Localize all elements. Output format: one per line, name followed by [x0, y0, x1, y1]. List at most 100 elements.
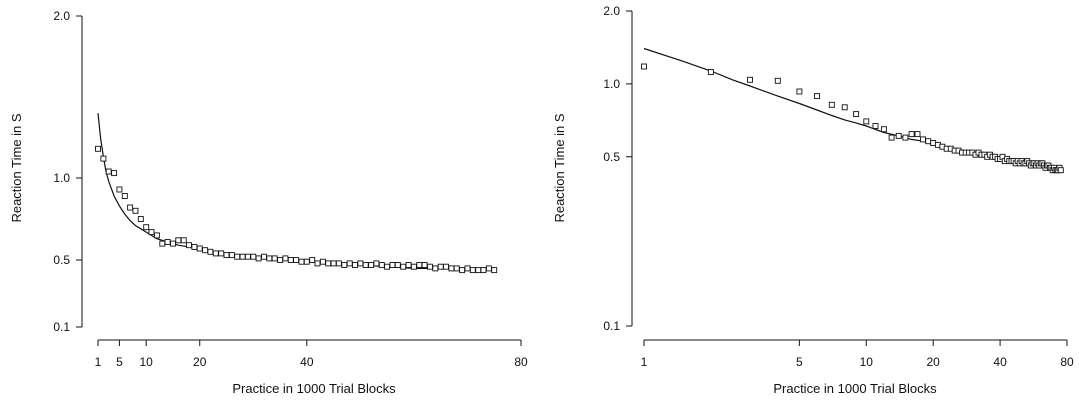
right-data-point: [880, 126, 887, 133]
left-data-point: [335, 260, 342, 267]
left-data-point: [121, 193, 128, 199]
right-y-ticks: 2.0 1.0 0.5 0.1: [603, 4, 632, 333]
right-data-point: [841, 104, 848, 111]
right-y-axis-label: Reaction Time in S: [552, 113, 567, 222]
right-x-tick-label: 40: [993, 355, 1007, 369]
left-data-point: [416, 262, 423, 268]
left-data-point: [105, 168, 112, 175]
left-data-point: [223, 252, 230, 259]
left-data-point: [314, 260, 321, 267]
left-data-point: [319, 258, 326, 265]
right-chart-panel: 2.0 1.0 0.5 0.1 1 5 10 20 40 80 Reaction Time in…: [540, 0, 1079, 400]
left-data-point: [421, 262, 428, 268]
left-data-point: [373, 260, 380, 267]
right-data-point: [707, 69, 714, 75]
left-data-point: [427, 263, 433, 270]
left-data-point: [469, 267, 476, 274]
left-data-point: [212, 250, 219, 257]
left-data-point: [464, 265, 471, 272]
right-data-point: [863, 118, 870, 125]
right-y-tick-label: 0.5: [603, 150, 620, 164]
left-data-point: [175, 237, 182, 244]
left-data-point: [170, 240, 176, 247]
left-data-point: [432, 265, 439, 272]
right-data-point: [908, 131, 915, 138]
left-data-point: [202, 247, 209, 254]
left-data-point: [282, 255, 289, 262]
right-data-point: [747, 76, 753, 83]
left-data-point: [132, 207, 139, 214]
left-data-point: [400, 263, 407, 270]
right-data-point: [902, 134, 909, 141]
left-data-point: [491, 267, 498, 274]
right-data-point: [895, 132, 902, 139]
right-data-point: [828, 101, 835, 108]
left-data-point: [244, 253, 251, 260]
right-y-tick-label: 2.0: [603, 4, 620, 18]
right-y-tick-label: 1.0: [603, 77, 620, 91]
left-x-tick-label: 40: [300, 355, 314, 369]
left-data-point: [378, 262, 385, 268]
left-data-point: [475, 267, 482, 274]
left-x-tick-label: 10: [140, 355, 154, 369]
left-data-point: [325, 260, 332, 267]
right-x-tick-label: 10: [860, 355, 874, 369]
left-data-point: [368, 262, 375, 268]
left-points-layer: [95, 145, 498, 274]
left-data-point: [239, 253, 246, 260]
left-data-point: [127, 204, 134, 211]
right-data-point: [920, 136, 926, 143]
left-data-point: [207, 248, 214, 255]
right-data-point: [796, 88, 803, 95]
right-axes: [631, 11, 1067, 341]
left-data-point: [485, 265, 492, 272]
left-data-point: [191, 243, 198, 250]
left-data-point: [137, 216, 144, 222]
left-data-point: [277, 257, 284, 263]
left-data-point: [180, 237, 187, 244]
left-y-ticks: 2.0 1.0 0.5 0.1: [53, 9, 82, 334]
right-fit-curve: [643, 47, 1061, 171]
left-data-point: [453, 265, 460, 272]
right-x-tick-label: 80: [1060, 355, 1074, 369]
right-data-point: [1057, 167, 1064, 174]
left-data-point: [153, 232, 160, 239]
right-x-tick-label: 1: [641, 355, 648, 369]
left-data-point: [389, 262, 396, 268]
left-data-point: [196, 245, 203, 252]
right-data-point: [925, 138, 932, 145]
left-data-point: [480, 267, 487, 274]
right-fit-layer: [643, 47, 1061, 171]
left-data-point: [410, 263, 417, 270]
right-data-point: [914, 131, 921, 138]
left-data-point: [250, 253, 257, 260]
right-data-point: [814, 93, 820, 100]
left-data-point: [341, 262, 348, 268]
left-data-point: [459, 267, 466, 274]
right-x-axis-label: Practice in 1000 Trial Blocks: [773, 381, 937, 396]
left-data-point: [303, 258, 310, 265]
left-chart-panel: 2.0 1.0 0.5 0.1 1 5 10 20 40 80 Reaction Time in…: [9, 9, 528, 396]
left-data-point: [293, 257, 300, 263]
left-data-point: [164, 239, 171, 245]
left-data-point: [271, 255, 278, 262]
left-data-point: [143, 224, 150, 231]
left-data-point: [448, 265, 455, 272]
right-data-point: [888, 134, 895, 141]
left-data-point: [186, 242, 192, 249]
right-data-point: [853, 111, 860, 118]
right-data-point: [641, 63, 647, 70]
left-data-point: [95, 145, 101, 152]
left-axes: [81, 16, 521, 341]
left-x-tick-label: 80: [514, 355, 528, 369]
left-data-point: [287, 257, 294, 263]
left-data-point: [443, 263, 449, 270]
right-x-tick-label: 20: [927, 355, 941, 369]
left-y-tick-label: 0.5: [53, 253, 70, 267]
left-fit-curve: [97, 113, 495, 271]
right-y-tick-label: 0.1: [603, 319, 620, 333]
left-data-point: [394, 262, 401, 268]
left-data-point: [362, 262, 369, 268]
left-data-point: [405, 262, 412, 268]
left-data-point: [228, 252, 235, 259]
